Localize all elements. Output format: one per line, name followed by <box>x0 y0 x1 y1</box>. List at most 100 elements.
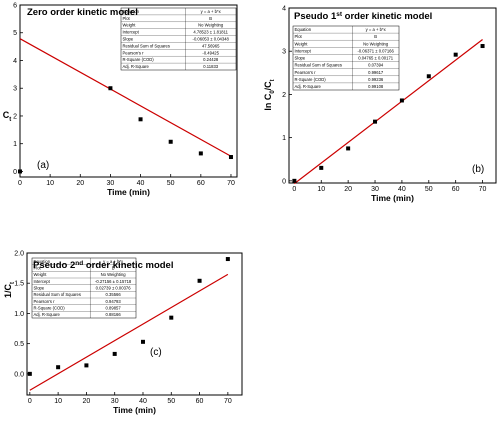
linear-fit-line <box>294 38 483 185</box>
data-point <box>18 169 22 174</box>
stats-key: Slope <box>123 37 134 42</box>
x-tick-label: 70 <box>227 180 235 187</box>
chart-panel-1: 0 10 20 30 40 50 60 70 0 1 2 3 4 5 6 Time (min) Ct Equati… <box>3 3 238 197</box>
fit-statistics-table: Equation y = a + b*x Plot B Weight No Weighti… <box>31 257 137 319</box>
stats-value: 0.88166 <box>106 312 122 317</box>
data-point <box>168 139 173 144</box>
stats-key: Weight <box>295 41 309 46</box>
y-tick-label: 1.5 <box>14 281 24 288</box>
y-tick-label: 3 <box>282 49 286 56</box>
x-tick-label: 60 <box>197 180 205 187</box>
stats-key: Residual Sum of Squares <box>295 63 342 68</box>
stats-key: Pearson's r <box>295 70 317 75</box>
data-point <box>346 146 351 151</box>
stats-key: R-Square (COD) <box>295 77 327 82</box>
stats-value: 4.78523 ± 1.81811 <box>193 30 228 35</box>
x-tick-label: 60 <box>452 186 460 193</box>
panel-label: (a) <box>37 160 49 171</box>
data-point <box>228 155 233 160</box>
x-tick-label: 20 <box>83 398 91 405</box>
data-point <box>84 363 89 368</box>
x-tick-label: 70 <box>479 186 487 193</box>
x-tick-label: 0 <box>28 398 32 405</box>
y-tick-label: 1 <box>282 135 286 142</box>
data-point <box>480 44 485 49</box>
stats-key: Weight <box>34 272 48 277</box>
stats-box <box>292 25 400 91</box>
ylabel-part: C <box>3 110 10 120</box>
x-tick-label: 40 <box>139 398 147 405</box>
title-part: order kinetic model <box>83 260 173 271</box>
y-tick-label: 2.0 <box>14 251 24 258</box>
stats-value: y = a + b*x <box>103 259 124 264</box>
stats-key: Intercept <box>34 279 51 284</box>
stats-key: Weight <box>123 23 137 28</box>
x-tick-label: 50 <box>425 186 433 193</box>
x-tick-label: 40 <box>398 186 406 193</box>
y-axis-label: Ct <box>3 110 12 123</box>
stats-key: Adj. R-Square <box>34 312 61 317</box>
y-tick-label: 0 <box>282 178 286 185</box>
stats-key: Plot <box>295 34 303 39</box>
stats-value: B <box>209 16 212 21</box>
data-point <box>399 98 404 103</box>
stats-value: y = a + b*x <box>366 27 387 32</box>
stats-value: -0.06371 ± 0.07166 <box>358 48 395 53</box>
stats-key: Intercept <box>123 30 140 35</box>
data-point <box>112 351 117 356</box>
data-point <box>108 86 113 91</box>
y-tick-label: 0.0 <box>14 371 24 378</box>
x-tick-label: 20 <box>344 186 352 193</box>
stats-value: -0.06053 ± 0.04348 <box>193 37 230 42</box>
stats-value: 0.99236 <box>368 77 384 82</box>
linear-fit-line <box>29 273 229 391</box>
stats-key: Residual Sum of Squares <box>34 292 81 297</box>
stats-box <box>120 7 237 71</box>
stats-value: 0.89857 <box>106 305 122 310</box>
x-tick-label: 40 <box>137 180 145 187</box>
stats-key: Equation <box>123 9 140 14</box>
data-point <box>138 117 143 122</box>
data-point <box>292 178 297 183</box>
data-point <box>169 315 174 320</box>
y-tick-label: 4 <box>13 58 17 65</box>
stats-key: Slope <box>34 285 45 290</box>
stats-value: y = a + b*x <box>201 9 222 14</box>
ylabel-sub: t <box>9 117 11 123</box>
y-tick-label: 0.5 <box>14 341 24 348</box>
stats-key: R-Square (COD) <box>123 57 155 62</box>
stats-key: Pearson's r <box>123 50 145 55</box>
x-tick-label: 0 <box>292 186 296 193</box>
data-point <box>319 165 324 170</box>
stats-key: Plot <box>123 16 131 21</box>
stats-value: 0.35566 <box>106 292 122 297</box>
stats-key: Adj. R-Square <box>123 64 150 69</box>
plot-frame <box>19 4 238 178</box>
stats-value: 0.24428 <box>203 57 219 62</box>
stats-value: 0.07394 <box>368 63 384 68</box>
title-part: Pseudo 1 <box>294 11 337 22</box>
x-tick-label: 60 <box>196 398 204 405</box>
y-tick-label: 2 <box>13 113 17 120</box>
stats-value: 47.56965 <box>202 43 220 48</box>
data-point <box>56 365 61 370</box>
stats-value: No Weighting <box>101 272 127 277</box>
stats-value: No Weighting <box>198 23 224 28</box>
panel-label: (c) <box>150 347 162 358</box>
x-tick-label: 30 <box>107 180 115 187</box>
stats-key: Pearson's r <box>34 299 56 304</box>
stats-value: No Weighting <box>363 41 389 46</box>
y-tick-label: 5 <box>13 30 17 37</box>
x-axis-label: Time (min) <box>113 405 156 415</box>
stats-key: Plot <box>34 265 42 270</box>
stats-value: -0.27156 ± 0.15718 <box>95 279 132 284</box>
stats-key: Adj. R-Square <box>295 84 322 89</box>
stats-key: Residual Sum of Squares <box>123 43 170 48</box>
stats-key: Slope <box>295 56 306 61</box>
data-point <box>198 151 203 156</box>
panel-title: Zero order kinetic model <box>27 7 138 18</box>
x-tick-label: 30 <box>371 186 379 193</box>
data-point <box>27 371 32 376</box>
